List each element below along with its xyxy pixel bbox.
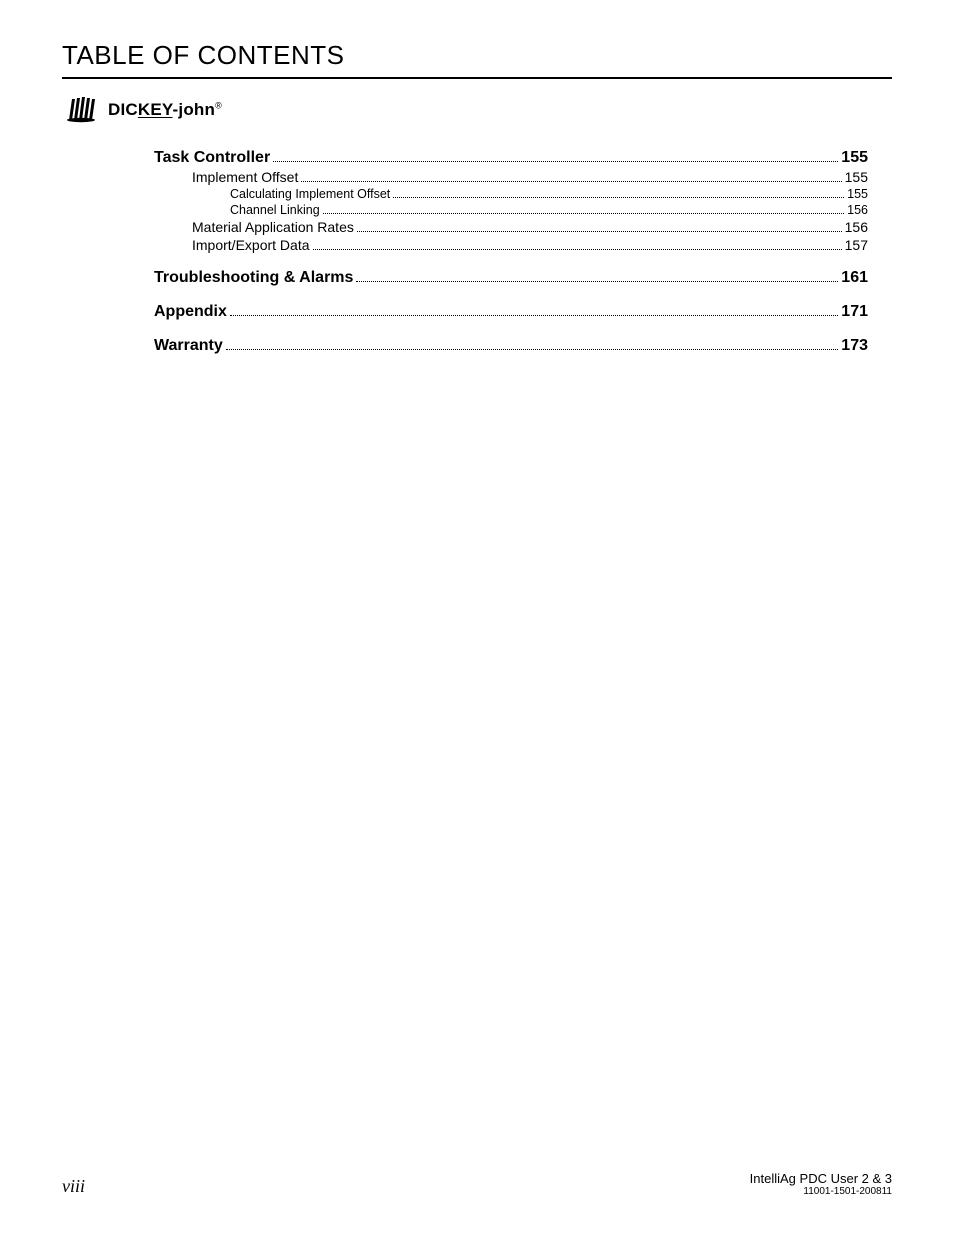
toc-entry-label: Troubleshooting & Alarms (154, 269, 353, 287)
toc-entry-label: Calculating Implement Offset (230, 187, 390, 201)
brand-post: john (178, 100, 215, 119)
brand-logo: DICKEY-john® (66, 97, 892, 123)
toc-entry: Import/Export Data 157 (154, 237, 868, 253)
toc-entry-page: 156 (847, 203, 868, 217)
toc-entry: Appendix 171 (154, 303, 868, 321)
toc-entry-label: Material Application Rates (192, 219, 354, 235)
toc-entry-label: Implement Offset (192, 169, 298, 185)
toc-entry: Calculating Implement Offset 155 (154, 187, 868, 201)
toc-leader-dots (356, 269, 838, 282)
toc-leader-dots (393, 188, 844, 198)
toc-leader-dots (226, 337, 839, 350)
toc-entry-page: 155 (847, 187, 868, 201)
toc-entry: Task Controller 155 (154, 149, 868, 167)
brand-key: KEY (138, 100, 173, 119)
toc-leader-dots (323, 204, 844, 214)
table-of-contents: Task Controller 155Implement Offset155Ca… (154, 149, 868, 355)
toc-entry: Troubleshooting & Alarms 161 (154, 269, 868, 287)
toc-entry-page: 173 (841, 337, 868, 355)
toc-entry-page: 156 (845, 219, 868, 235)
page-footer: viii IntelliAg PDC User 2 & 3 11001-1501… (62, 1171, 892, 1197)
toc-leader-dots (313, 239, 842, 250)
toc-leader-dots (230, 303, 838, 316)
toc-leader-dots (301, 171, 841, 182)
toc-entry: Material Application Rates 156 (154, 219, 868, 235)
toc-leader-dots (357, 221, 842, 232)
page-number: viii (62, 1176, 85, 1197)
footer-doc-number: 11001-1501-200811 (750, 1186, 892, 1197)
toc-entry-label: Import/Export Data (192, 237, 310, 253)
brand-pre: DIC (108, 100, 138, 119)
page-title: TABLE OF CONTENTS (62, 40, 892, 71)
toc-entry: Implement Offset 155 (154, 169, 868, 185)
toc-entry-label: Appendix (154, 303, 227, 321)
footer-doc-title: IntelliAg PDC User 2 & 3 (750, 1171, 892, 1186)
document-page: TABLE OF CONTENTS DICKEY-john® Task Cont… (0, 0, 954, 1235)
brand-wordmark: DICKEY-john® (108, 100, 222, 120)
toc-entry: Channel Linking 156 (154, 203, 868, 217)
footer-doc-info: IntelliAg PDC User 2 & 3 11001-1501-2008… (750, 1171, 892, 1197)
toc-entry-page: 155 (845, 169, 868, 185)
toc-entry-page: 161 (841, 269, 868, 287)
header-rule (62, 77, 892, 79)
toc-entry-label: Warranty (154, 337, 223, 355)
brand-mark-icon (66, 97, 100, 123)
toc-entry-label: Channel Linking (230, 203, 320, 217)
toc-entry-page: 155 (841, 149, 868, 167)
toc-entry: Warranty 173 (154, 337, 868, 355)
brand-registered: ® (215, 100, 222, 110)
toc-entry-page: 171 (841, 303, 868, 321)
toc-entry-label: Task Controller (154, 149, 270, 167)
toc-leader-dots (273, 149, 838, 162)
toc-entry-page: 157 (845, 237, 868, 253)
